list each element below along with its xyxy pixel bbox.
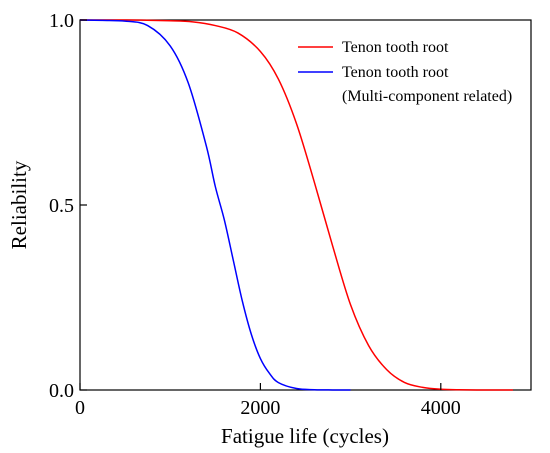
- series-line-2: [79, 19, 351, 391]
- legend-sublabel-2: (Multi-component related): [342, 88, 512, 105]
- legend: Tenon tooth root Tenon tooth root (Multi…: [298, 39, 512, 105]
- legend-label-2: Tenon tooth root: [342, 64, 449, 81]
- x-axis-label: Fatigue life (cycles): [221, 424, 389, 448]
- y-axis-label: Reliability: [7, 160, 31, 249]
- y-tick-label: 0.0: [49, 380, 74, 402]
- x-tick-label: 0: [75, 397, 85, 419]
- plot-frame: [79, 19, 532, 391]
- x-tick-label: 2000: [240, 397, 280, 419]
- y-tick-label: 1.0: [49, 10, 74, 32]
- series-line-1: [79, 19, 513, 391]
- y-tick-label: 0.5: [49, 195, 74, 217]
- legend-label-1: Tenon tooth root: [342, 39, 449, 56]
- series-layer: [79, 19, 513, 391]
- x-tick-label: 4000: [421, 397, 461, 419]
- ticks-layer: 0 2000 4000 0.0 0.5 1.0: [49, 10, 461, 419]
